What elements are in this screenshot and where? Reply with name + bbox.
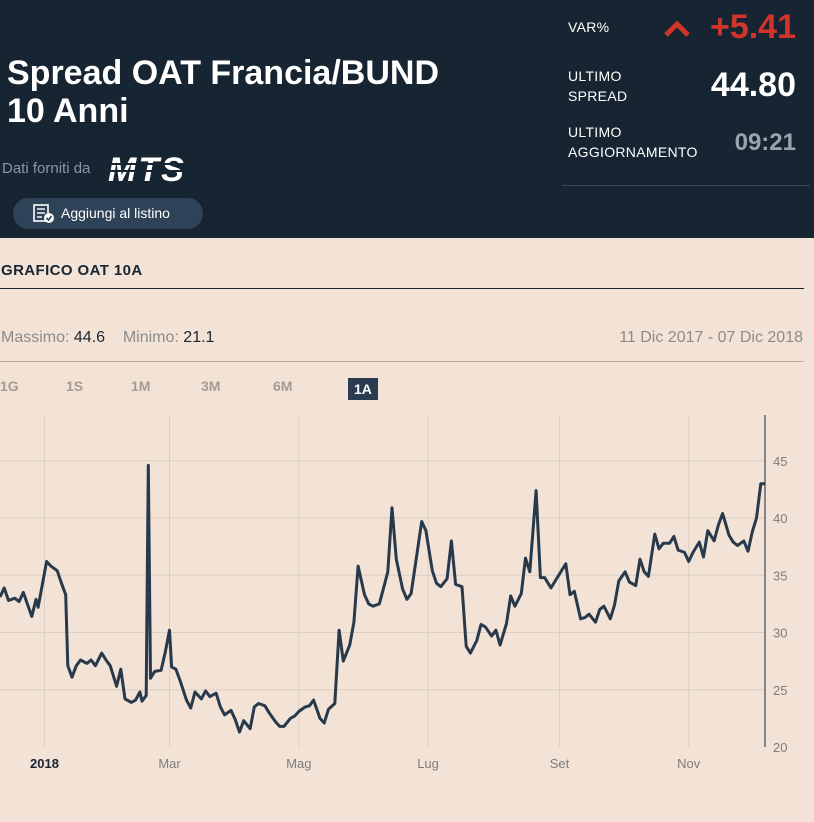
timeframe-3m[interactable]: 3M xyxy=(201,378,221,394)
max-value: 44.6 xyxy=(73,329,106,346)
y-tick-label: 35 xyxy=(773,568,787,583)
y-tick-label: 30 xyxy=(773,626,787,641)
x-tick-label: Nov xyxy=(677,756,701,771)
spread-chart-svg: 20 25 30 35 40 45 2018 Mar Mag Lug Set Nov xyxy=(0,415,787,771)
provider-label: Dati forniti da xyxy=(2,160,91,177)
range-rule xyxy=(0,361,804,362)
section-rule xyxy=(0,288,804,289)
y-tick-label: 45 xyxy=(773,454,787,469)
timeframe-1m[interactable]: 1M xyxy=(131,378,151,394)
spread-chart: 20 25 30 35 40 45 2018 Mar Mag Lug Set Nov xyxy=(0,400,814,822)
timeframe-1a[interactable]: 1A xyxy=(348,378,378,400)
x-tick-label: Mar xyxy=(158,756,181,771)
min-value: 21.1 xyxy=(183,329,215,346)
add-to-watchlist-label: Aggiungi al listino xyxy=(61,205,170,221)
last-spread-value: 44.80 xyxy=(710,66,796,104)
header-divider xyxy=(562,185,810,186)
last-spread-label: ULTIMO SPREAD xyxy=(568,66,627,106)
add-to-watchlist-button[interactable]: Aggiungi al listino xyxy=(13,198,203,229)
spread-series-line xyxy=(0,463,765,734)
chart-section-title: GRAFICO OAT 10A xyxy=(1,262,143,279)
min-max-summary: Massimo: 44.6 Minimo: 21.1 xyxy=(1,329,214,347)
title-line-2: 10 Anni xyxy=(7,92,129,130)
max-label: Massimo: xyxy=(1,329,70,346)
var-value: +5.41 xyxy=(709,8,796,46)
up-arrow-icon xyxy=(664,20,690,43)
mts-logo: MTS xyxy=(108,151,218,189)
last-update-label: ULTIMO AGGIORNAMENTO xyxy=(568,122,698,162)
var-label: VAR% xyxy=(568,19,610,35)
timeframe-1g[interactable]: 1G xyxy=(0,378,19,394)
date-range: 11 Dic 2017 - 07 Dic 2018 xyxy=(619,329,803,346)
x-tick-label: Set xyxy=(550,756,570,771)
last-spread-label-line1: ULTIMO xyxy=(568,68,622,84)
y-tick-label: 20 xyxy=(773,740,787,755)
last-spread-label-line2: SPREAD xyxy=(568,88,628,104)
last-update-value: 09:21 xyxy=(734,129,796,156)
x-tick-label: 2018 xyxy=(30,756,59,771)
y-tick-label: 40 xyxy=(773,511,787,526)
x-tick-label: Lug xyxy=(417,756,439,771)
last-update-label-line1: ULTIMO xyxy=(568,124,622,140)
timeframe-1s[interactable]: 1S xyxy=(66,378,84,394)
timeframe-6m[interactable]: 6M xyxy=(273,378,293,394)
page-title: Spread OAT Francia/BUND 10 Anni xyxy=(7,54,527,130)
x-tick-label: Mag xyxy=(286,756,311,771)
y-tick-label: 25 xyxy=(773,683,787,698)
min-label: Minimo: xyxy=(122,329,179,346)
header-panel: Spread OAT Francia/BUND 10 Anni Dati for… xyxy=(0,0,814,238)
logo-text: MTS xyxy=(108,154,186,184)
title-line-1: Spread OAT Francia/BUND xyxy=(7,54,440,92)
checklist-icon xyxy=(33,204,55,227)
last-update-label-line2: AGGIORNAMENTO xyxy=(568,144,698,160)
